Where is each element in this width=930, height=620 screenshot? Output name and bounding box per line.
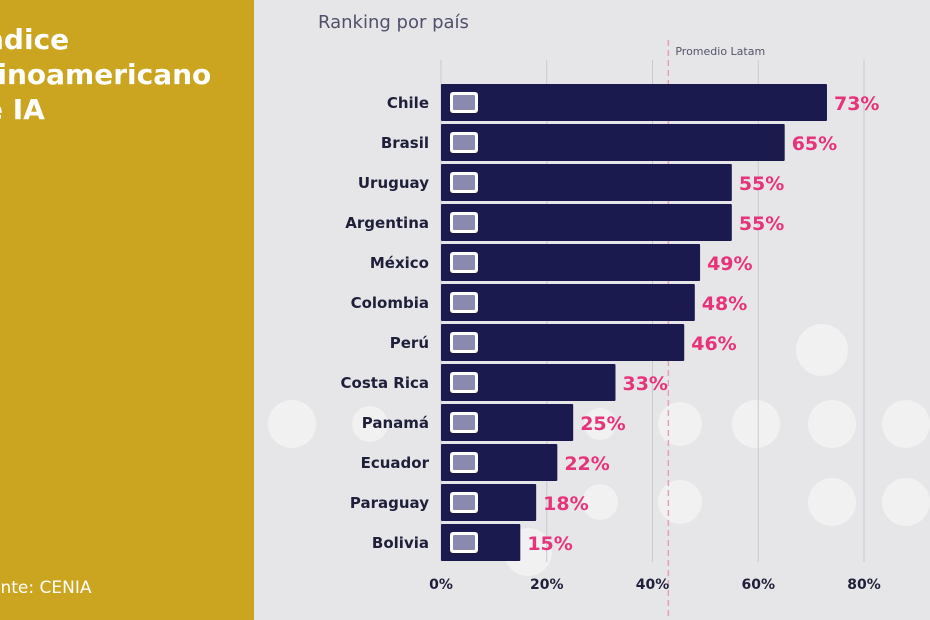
reference-line-label: Promedio Latam xyxy=(675,45,765,58)
value-label: 49% xyxy=(707,253,752,275)
flag-inner-icon xyxy=(453,215,475,230)
background-dot xyxy=(808,400,856,448)
bar xyxy=(441,84,827,121)
flag-inner-icon xyxy=(453,335,475,350)
background-dot xyxy=(268,400,316,448)
bar xyxy=(441,284,695,321)
category-label: Perú xyxy=(390,334,429,352)
category-label: Chile xyxy=(387,94,429,112)
background-dot xyxy=(658,480,702,524)
category-label: Costa Rica xyxy=(341,374,429,392)
bar xyxy=(441,244,701,281)
background-dot xyxy=(882,400,930,448)
source-caption: ente: CENIA xyxy=(0,578,92,598)
background-dot xyxy=(796,324,848,376)
value-label: 22% xyxy=(564,453,609,475)
value-label: 65% xyxy=(792,133,837,155)
flag-inner-icon xyxy=(453,95,475,110)
value-label: 33% xyxy=(622,373,667,395)
category-label: Uruguay xyxy=(358,174,429,192)
flag-inner-icon xyxy=(453,375,475,390)
category-label: Argentina xyxy=(345,214,429,232)
category-label: Colombia xyxy=(351,294,429,312)
category-label: Brasil xyxy=(381,134,429,152)
flag-inner-icon xyxy=(453,295,475,310)
category-label: Paraguay xyxy=(350,494,429,512)
flag-inner-icon xyxy=(453,175,475,190)
flag-inner-icon xyxy=(453,415,475,430)
background-dot xyxy=(808,478,856,526)
flag-inner-icon xyxy=(453,255,475,270)
category-label: Ecuador xyxy=(361,454,430,472)
value-label: 55% xyxy=(739,213,784,235)
value-label: 48% xyxy=(702,293,747,315)
background-dot xyxy=(584,408,616,440)
x-tick-label: 60% xyxy=(741,577,775,593)
background-dot xyxy=(732,400,780,448)
value-label: 73% xyxy=(834,93,879,115)
bar xyxy=(441,324,685,361)
x-tick-label: 20% xyxy=(530,577,564,593)
panel-title-line: tinoamericano xyxy=(0,58,212,91)
category-label: Bolivia xyxy=(372,534,429,552)
value-label: 18% xyxy=(543,493,588,515)
bar xyxy=(441,204,732,241)
flag-inner-icon xyxy=(453,495,475,510)
value-label: 46% xyxy=(691,333,736,355)
flag-inner-icon xyxy=(453,535,475,550)
x-tick-label: 80% xyxy=(847,577,881,593)
x-tick-label: 40% xyxy=(636,577,670,593)
background-dot xyxy=(658,402,702,446)
category-label: México xyxy=(370,254,429,272)
bar xyxy=(441,124,785,161)
left-title-panel: ndice tinoamericano e IA ente: CENIA xyxy=(0,0,254,620)
background-dot xyxy=(882,478,930,526)
bar xyxy=(441,364,616,401)
background-dot xyxy=(582,484,618,520)
flag-inner-icon xyxy=(453,455,475,470)
bar xyxy=(441,164,732,201)
value-label: 15% xyxy=(527,533,572,555)
x-tick-label: 0% xyxy=(429,577,453,593)
background-dot xyxy=(352,406,388,442)
value-label: 55% xyxy=(739,173,784,195)
chart-title: Ranking por país xyxy=(318,12,469,33)
panel-title: ndice tinoamericano e IA xyxy=(0,22,211,127)
flag-inner-icon xyxy=(453,135,475,150)
category-label: Panamá xyxy=(362,414,429,432)
value-label: 25% xyxy=(580,413,625,435)
panel-title-line: ndice xyxy=(0,23,70,56)
panel-title-line: e IA xyxy=(0,93,45,126)
